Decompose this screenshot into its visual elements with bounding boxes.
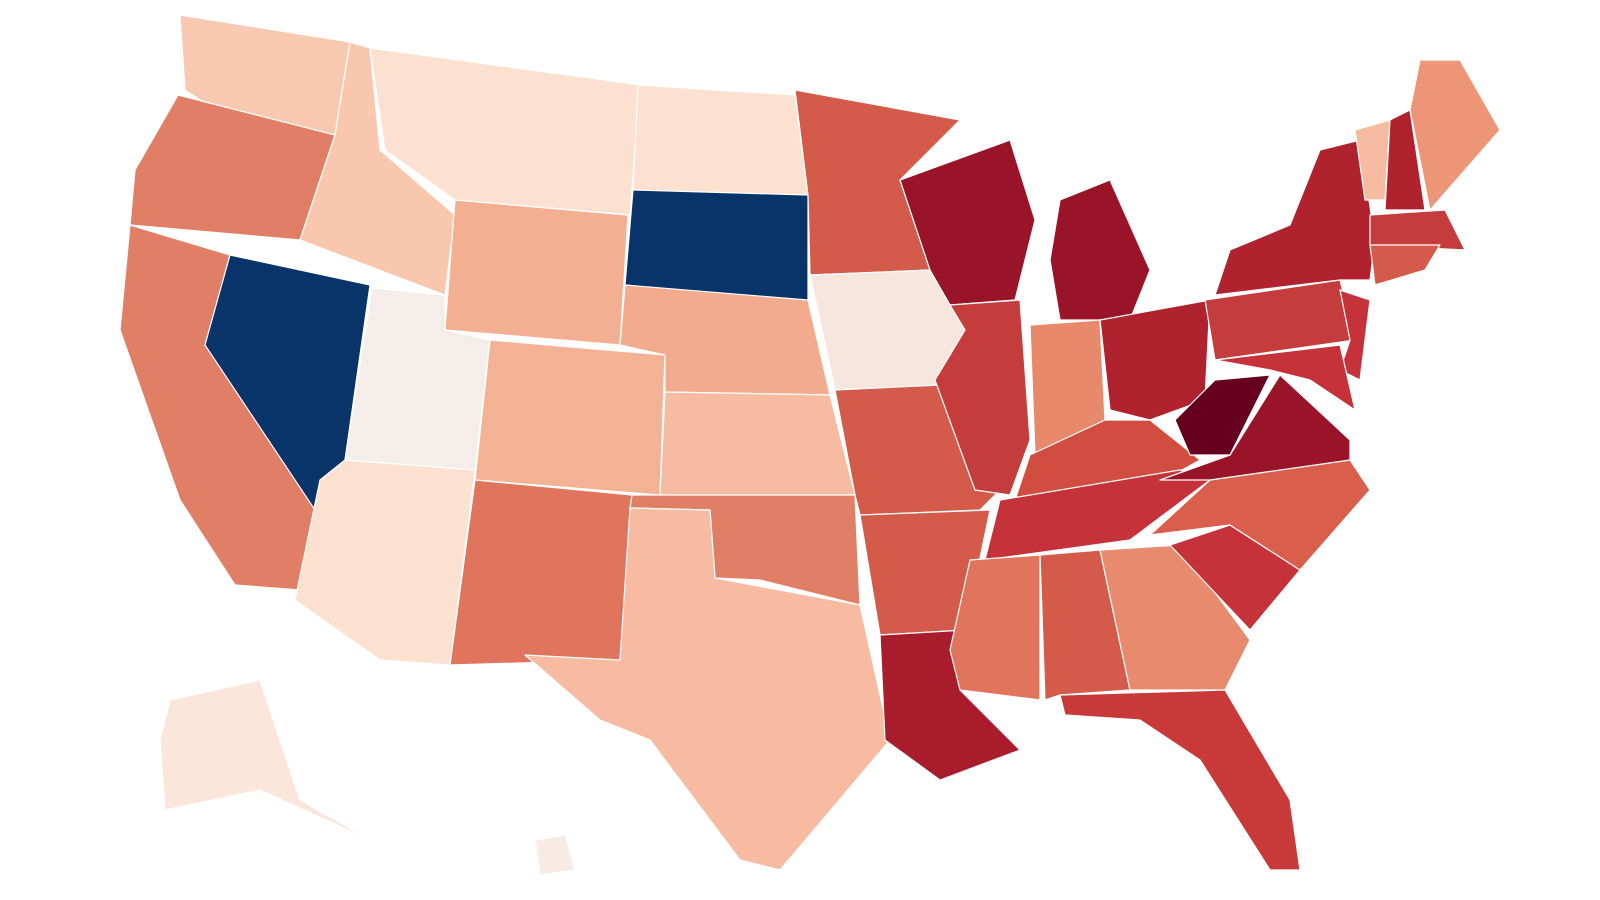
state-region	[984, 469, 1211, 561]
state-region	[1369, 209, 1466, 251]
state-region	[632, 84, 809, 196]
state-region	[449, 479, 633, 666]
state-region	[294, 459, 476, 666]
state-region	[1369, 244, 1441, 286]
state-region	[949, 554, 1041, 701]
state-region	[299, 41, 456, 296]
state-region	[934, 299, 1031, 496]
state-region	[1409, 59, 1501, 211]
state-region	[1339, 289, 1371, 381]
state-region	[524, 507, 891, 871]
state-region	[474, 339, 666, 496]
state-region	[659, 391, 856, 496]
state-region	[1384, 109, 1426, 211]
state-region	[1049, 179, 1151, 321]
state-region	[444, 199, 629, 346]
state-region	[1174, 374, 1271, 456]
state-region	[1099, 544, 1251, 691]
state-region	[1214, 344, 1356, 411]
state-region	[129, 94, 336, 241]
state-region	[1214, 139, 1376, 296]
state-region	[534, 834, 576, 876]
state-region	[159, 679, 371, 841]
state-region	[1059, 689, 1301, 871]
state-region	[1099, 299, 1211, 421]
